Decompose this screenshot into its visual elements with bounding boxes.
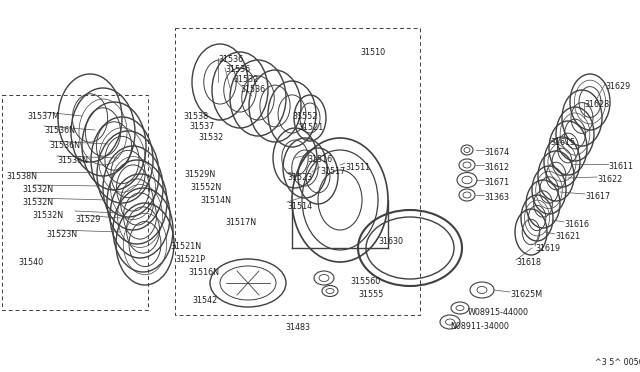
- Text: 31616: 31616: [564, 220, 589, 229]
- Text: 31536: 31536: [225, 65, 250, 74]
- Text: 31536: 31536: [218, 55, 243, 64]
- Text: 31537: 31537: [189, 122, 214, 131]
- Text: 31510: 31510: [360, 48, 385, 57]
- Text: 31536N: 31536N: [57, 156, 88, 165]
- Text: 31514N: 31514N: [200, 196, 231, 205]
- Text: 31542: 31542: [192, 296, 217, 305]
- Text: 31529N: 31529N: [184, 170, 215, 179]
- Text: 315560: 315560: [350, 277, 380, 286]
- Text: 31536: 31536: [240, 85, 265, 94]
- Text: 31537M: 31537M: [27, 112, 59, 121]
- Text: 31529: 31529: [75, 215, 100, 224]
- Text: 31625M: 31625M: [510, 290, 542, 299]
- Text: W08915-44000: W08915-44000: [468, 308, 529, 317]
- Text: 31536N: 31536N: [44, 126, 75, 135]
- Text: 31517: 31517: [320, 167, 345, 176]
- Text: 31674: 31674: [484, 148, 509, 157]
- Text: 31521P: 31521P: [175, 255, 205, 264]
- Text: 31532N: 31532N: [22, 198, 53, 207]
- Text: 31532: 31532: [233, 75, 259, 84]
- Text: 31523N: 31523N: [46, 230, 77, 239]
- Text: 31618: 31618: [516, 258, 541, 267]
- Text: 31514: 31514: [287, 202, 312, 211]
- Text: 31516: 31516: [307, 155, 332, 164]
- Text: 31363: 31363: [484, 193, 509, 202]
- Text: 31630: 31630: [378, 237, 403, 246]
- Text: 31629: 31629: [605, 82, 630, 91]
- Text: 31611: 31611: [608, 162, 633, 171]
- Text: 31516N: 31516N: [188, 268, 219, 277]
- Text: 31622: 31622: [597, 175, 622, 184]
- Text: ^3 5^ 0056: ^3 5^ 0056: [595, 358, 640, 367]
- Text: 31523: 31523: [287, 173, 312, 182]
- Text: 31619: 31619: [535, 244, 560, 253]
- Text: 31540: 31540: [18, 258, 43, 267]
- Text: 31628: 31628: [584, 100, 609, 109]
- Text: 31612: 31612: [484, 163, 509, 172]
- Text: 31538: 31538: [183, 112, 208, 121]
- Text: 31621: 31621: [555, 232, 580, 241]
- Text: 31555: 31555: [358, 290, 383, 299]
- Text: N08911-34000: N08911-34000: [450, 322, 509, 331]
- Text: 31532N: 31532N: [22, 185, 53, 194]
- Text: 31552: 31552: [292, 112, 317, 121]
- Text: 31517N: 31517N: [225, 218, 256, 227]
- Text: 31532N: 31532N: [32, 211, 63, 220]
- Text: 31536N: 31536N: [49, 141, 80, 150]
- Text: 31511: 31511: [345, 163, 370, 172]
- Text: 31552N: 31552N: [190, 183, 221, 192]
- Text: 31538N: 31538N: [6, 172, 37, 181]
- Text: 31671: 31671: [484, 178, 509, 187]
- Text: 31521N: 31521N: [170, 242, 201, 251]
- Text: 31483: 31483: [285, 323, 310, 332]
- Text: 31617: 31617: [585, 192, 610, 201]
- Text: 31532: 31532: [198, 133, 223, 142]
- Text: 31521: 31521: [298, 123, 323, 132]
- Text: 31615: 31615: [550, 138, 575, 147]
